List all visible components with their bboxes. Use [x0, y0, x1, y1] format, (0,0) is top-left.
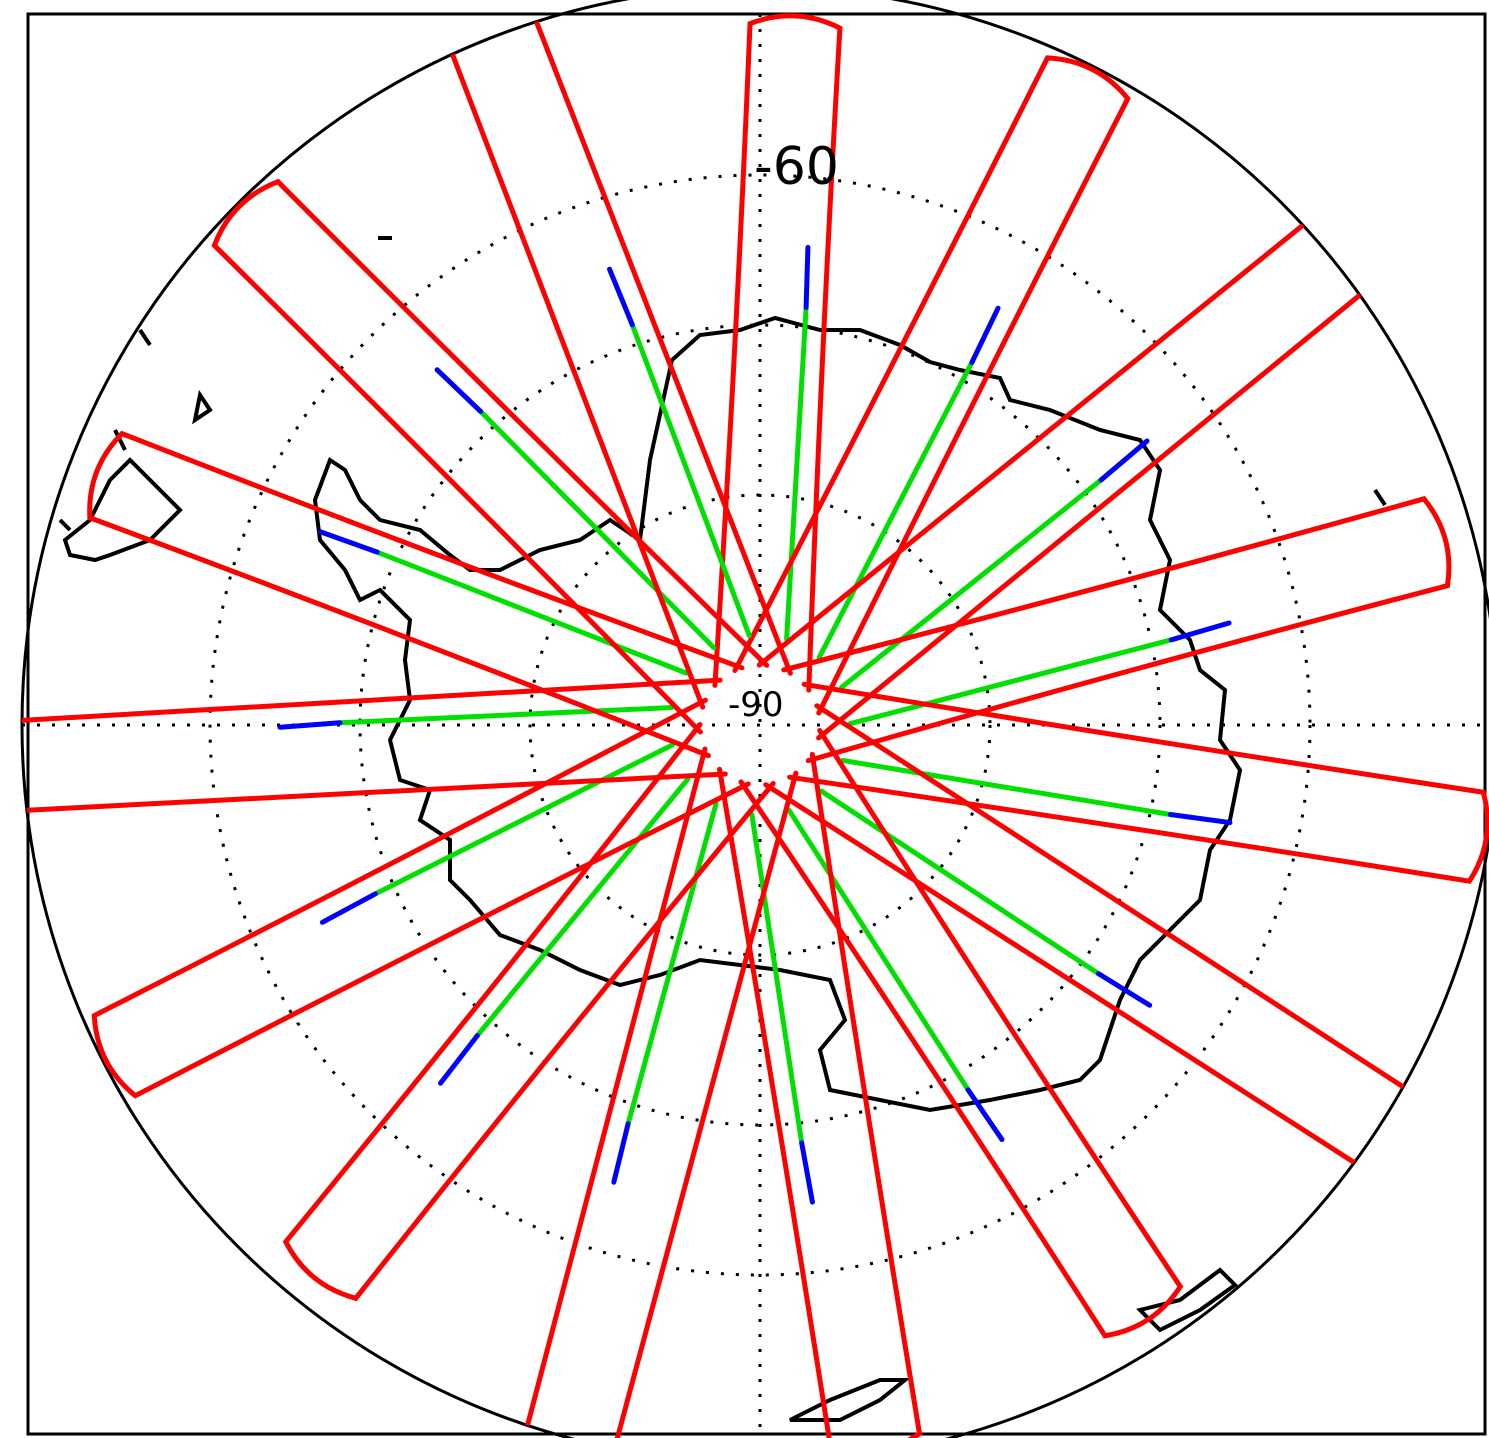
ground-track-segment-secondary-6 [818, 788, 1101, 977]
latitude-label-pole: -90 [728, 685, 784, 725]
ground-track-3 [756, 213, 1373, 741]
ground-track-10 [282, 722, 776, 1302]
island-coastline-3 [1373, 488, 1387, 507]
peninsula-coastline [62, 457, 183, 563]
ground-track-segment-secondary-5 [840, 757, 1173, 817]
ground-tracks [22, 6, 1489, 1438]
rim-coast-left [58, 328, 152, 532]
latitude-label-60: -60 [754, 137, 839, 197]
ground-track-9 [521, 746, 799, 1438]
ground-track-11 [91, 697, 751, 1099]
ground-track-1 [712, 13, 843, 693]
ground-track-segment-tertiary-12 [277, 720, 343, 730]
ground-track-7 [738, 728, 1184, 1339]
ground-track-segment-tertiary-13 [318, 529, 380, 555]
ground-track-segment-secondary-3 [839, 477, 1104, 690]
ground-track-segment-secondary-15 [629, 322, 752, 639]
ground-track-segment-tertiary-14 [434, 367, 484, 414]
ground-track-2 [732, 55, 1131, 716]
island-coastline-5 [789, 1378, 911, 1422]
ground-track-segment-tertiary-9 [611, 1121, 631, 1185]
latitude-circle-80 [528, 493, 992, 957]
ground-track-segment-tertiary-6 [1095, 971, 1153, 1008]
map-boundary-circle [20, 0, 1489, 1438]
ground-track-segment-tertiary-2 [969, 305, 1001, 365]
ground-track-segment-secondary-1 [784, 305, 809, 642]
ground-track-segment-tertiary-8 [799, 1140, 815, 1205]
latitude-circle-70 [358, 323, 1162, 1127]
ground-track-6 [763, 703, 1418, 1173]
ground-track-segment-secondary-8 [749, 812, 805, 1146]
ground-track-14 [211, 178, 770, 735]
latitude-circle-60 [208, 173, 1312, 1277]
ground-track-segment-tertiary-7 [965, 1087, 1005, 1143]
ground-track-segment-tertiary-11 [319, 891, 378, 925]
ground-track-segment-tertiary-15 [607, 266, 635, 328]
graticule [22, 14, 1485, 1434]
ground-track-segment-secondary-9 [625, 801, 719, 1127]
ground-track-segment-secondary-11 [372, 742, 675, 897]
island-coastline-4 [1136, 1267, 1239, 1333]
ground-track-segment-secondary-12 [337, 705, 675, 726]
ground-track-segment-tertiary-4 [1168, 620, 1232, 643]
ground-track-segment-secondary-13 [374, 549, 689, 676]
ground-track-4 [781, 495, 1452, 764]
ground-track-12 [22, 677, 728, 814]
ground-track-segment-secondary-14 [478, 408, 717, 651]
ground-track-13 [87, 430, 745, 759]
ground-track-segment-tertiary-3 [1098, 438, 1150, 483]
ground-track-segment-secondary-4 [847, 637, 1174, 727]
ground-track-segment-secondary-2 [816, 359, 975, 660]
ground-track-segment-tertiary-1 [803, 244, 811, 311]
ground-track-segment-tertiary-10 [438, 1033, 480, 1086]
island-coastline-1 [192, 389, 213, 425]
ground-track-segment-secondary-7 [786, 807, 971, 1093]
ground-track-8 [717, 751, 923, 1438]
ground-track-segment-tertiary-5 [1167, 811, 1233, 826]
coastline [58, 236, 1387, 1422]
ground-track-5 [787, 681, 1489, 884]
plot-border [26, 12, 1487, 1436]
antarctica-coastline [312, 315, 1243, 1113]
ground-track-segment-secondary-10 [474, 776, 691, 1039]
